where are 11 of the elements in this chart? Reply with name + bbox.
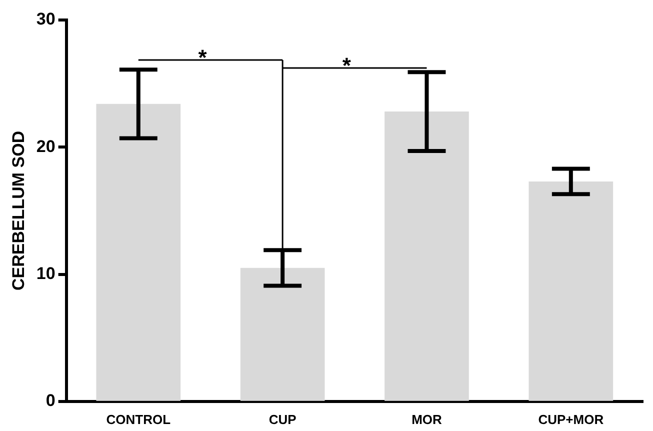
x-tick-label: CUP+MOR bbox=[538, 412, 604, 427]
y-tick-label: 0 bbox=[46, 391, 56, 410]
x-tick-label: CONTROL bbox=[106, 412, 171, 427]
y-tick-label: 30 bbox=[36, 10, 56, 29]
y-axis-title: CEREBELLUM SOD bbox=[8, 130, 28, 291]
annotation: * bbox=[342, 53, 352, 78]
x-tick-label: CUP bbox=[268, 412, 297, 427]
x-tick-label: MOR bbox=[412, 412, 443, 427]
y-tick-label: 20 bbox=[36, 136, 56, 156]
y-tick-label: 10 bbox=[36, 264, 56, 283]
annotation: * bbox=[198, 45, 208, 70]
